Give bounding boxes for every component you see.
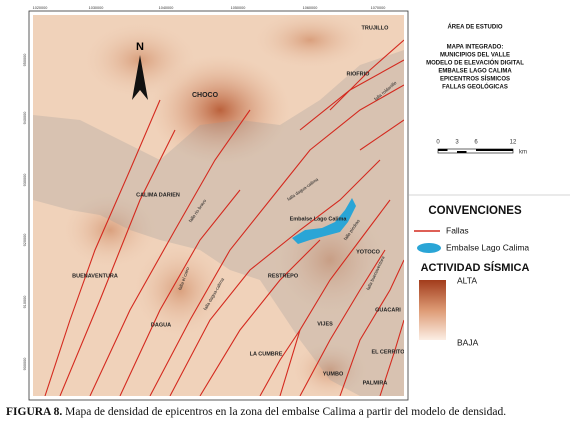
coordinates: 1020000 1030000 1040000 1050000 1060000 … — [23, 6, 385, 370]
legend-item: Embalse Lago Calima — [446, 242, 529, 252]
place: RIOFRIO — [347, 71, 371, 77]
place: YOTOCO — [356, 249, 380, 255]
coord: 1020000 — [33, 6, 48, 10]
caption-text: Mapa de densidad de epicentros en la zon… — [62, 406, 507, 418]
activity-title: ACTIVIDAD SÍSMICA — [421, 261, 530, 274]
place: EL CERRITO — [371, 349, 405, 355]
legend-item: Fallas — [446, 225, 469, 235]
figure: N TRUJILLO RIOFRIO CHOCO CALIMA DARIEN E… — [23, 6, 570, 401]
place: Embalse Lago Calima — [290, 216, 348, 222]
conventions: CONVENCIONES — [428, 205, 522, 217]
scale-label: 0 — [436, 140, 440, 146]
place: BUENAVENTURA — [72, 273, 118, 279]
scale-label: 3 — [455, 140, 459, 146]
ramp-high: ALTA — [457, 275, 477, 285]
legend-subtitle: EPICENTROS SÍSMICOS — [440, 75, 510, 83]
place: VIJES — [317, 321, 333, 327]
legend-subtitle: MUNICIPIOS DEL VALLE — [440, 53, 510, 59]
coord: 900000 — [23, 358, 27, 371]
place: CALIMA DARIEN — [136, 192, 180, 198]
coord: 910000 — [23, 296, 27, 309]
coord: 1070000 — [371, 6, 386, 10]
caption-label: FIGURA 8. — [6, 406, 63, 418]
scale-label: 6 — [474, 140, 478, 146]
legend-subtitle: MAPA INTEGRADO: — [447, 45, 504, 51]
scale-label: 12 — [510, 140, 517, 146]
map: N TRUJILLO RIOFRIO CHOCO CALIMA DARIEN E… — [33, 15, 405, 396]
place: GUACARI — [375, 307, 401, 313]
coord: 1060000 — [303, 6, 318, 10]
scale-bar — [437, 148, 514, 154]
place: LA CUMBRE — [250, 351, 283, 357]
place: TRUJILLO — [362, 25, 390, 31]
north-arrow — [132, 55, 148, 100]
color-ramp — [419, 280, 446, 340]
coord: 1030000 — [89, 6, 104, 10]
coord: 1050000 — [231, 6, 246, 10]
place: PALMIRA — [363, 380, 388, 386]
legend-title: ÁREA DE ESTUDIO — [447, 24, 502, 31]
coord: 930000 — [23, 174, 27, 187]
coord: 1040000 — [159, 6, 174, 10]
place: RESTREPO — [268, 273, 299, 279]
coord: 920000 — [23, 234, 27, 247]
caption: FIGURA 8. Mapa de densidad de epicentros… — [6, 406, 506, 418]
place: YUMBO — [323, 371, 344, 377]
legend: ÁREA DE ESTUDIO MAPA INTEGRADO: MUNICIPI… — [407, 24, 570, 347]
coord: 940000 — [23, 112, 27, 125]
place: DAGUA — [151, 322, 171, 328]
legend-subtitle: MODELO DE ELEVACIÓN DIGITAL — [426, 59, 524, 67]
lake — [292, 198, 356, 244]
scale-unit: km — [519, 150, 527, 156]
north: N — [136, 41, 144, 53]
ramp-low: BAJA — [457, 337, 479, 347]
coord: 950000 — [23, 54, 27, 67]
place: CHOCO — [192, 92, 219, 99]
legend-subtitle: EMBALSE LAGO CALIMA — [438, 69, 512, 75]
legend-subtitle: FALLAS GEOLÓGICAS — [442, 83, 508, 91]
